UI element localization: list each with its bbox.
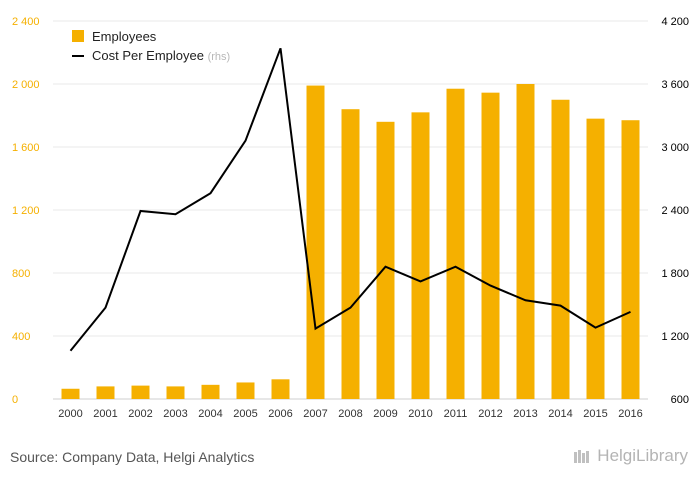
employees-bar <box>201 384 220 399</box>
x-tick-label: 2010 <box>408 408 432 420</box>
right-axis-labels: 600 1 200 1 800 2 400 3 000 3 600 4 200 <box>661 16 689 406</box>
left-tick-label: 1 200 <box>12 205 40 217</box>
employees-bar <box>96 386 115 399</box>
left-tick-label: 2 000 <box>12 79 40 91</box>
x-tick-label: 2013 <box>513 408 537 420</box>
cost-per-employee-line <box>69 47 631 352</box>
left-tick-label: 0 <box>12 394 18 406</box>
x-tick-label: 2012 <box>478 408 502 420</box>
x-tick-label: 2001 <box>93 408 117 420</box>
right-tick-label: 2 400 <box>661 205 689 217</box>
employees-bar <box>376 121 395 400</box>
x-tick-label: 2008 <box>338 408 362 420</box>
left-axis-labels: 0 400 800 1 200 1 600 2 000 2 400 <box>12 16 40 406</box>
x-tick-label: 2005 <box>233 408 257 420</box>
legend: Employees Cost Per Employee (rhs) <box>72 29 230 63</box>
employees-bars <box>61 84 640 400</box>
employees-bar <box>236 382 255 399</box>
legend-rhs-note: (rhs) <box>208 51 231 63</box>
source-note: Source: Company Data, Helgi Analytics <box>10 449 255 465</box>
employees-bar <box>551 99 570 399</box>
left-tick-label: 1 600 <box>12 142 40 154</box>
x-tick-label: 2006 <box>268 408 292 420</box>
right-tick-label: 1 800 <box>661 268 689 280</box>
x-tick-label: 2014 <box>548 408 572 420</box>
employees-bar <box>271 379 290 399</box>
employees-bar <box>61 388 80 399</box>
x-tick-label: 2015 <box>583 408 607 420</box>
x-tick-label: 2004 <box>198 408 222 420</box>
employees-bar <box>306 85 325 399</box>
left-tick-label: 400 <box>12 331 30 343</box>
employees-bar <box>586 118 605 400</box>
employees-bar <box>621 120 640 399</box>
x-tick-label: 2016 <box>618 408 642 420</box>
right-tick-label: 1 200 <box>661 331 689 343</box>
employees-bar <box>131 385 150 399</box>
legend-swatch-employees <box>72 30 84 42</box>
employees-bar <box>411 112 430 399</box>
left-tick-label: 800 <box>12 268 30 280</box>
x-tick-label: 2009 <box>373 408 397 420</box>
x-tick-label: 2002 <box>128 408 152 420</box>
employees-bar <box>481 92 500 399</box>
x-axis-labels: 2000 2001 2002 2003 2004 2005 2006 2007 2008 2009… <box>58 408 642 420</box>
x-tick-label: 2000 <box>58 408 82 420</box>
left-tick-label: 2 400 <box>12 16 40 28</box>
x-tick-label: 2007 <box>303 408 327 420</box>
right-tick-label: 3 600 <box>661 79 689 91</box>
legend-label-employees: Employees <box>92 29 157 44</box>
right-tick-label: 600 <box>671 394 689 406</box>
brand-name: HelgiLibrary <box>597 446 688 465</box>
employees-bar <box>341 109 360 399</box>
right-tick-label: 3 000 <box>661 142 689 154</box>
employees-bar <box>446 88 465 399</box>
brand-logo: HelgiLibrary <box>573 446 688 466</box>
chart: 0 400 800 1 200 1 600 2 000 2 400 600 1 200 1 80… <box>12 16 689 420</box>
x-tick-label: 2011 <box>444 408 468 420</box>
legend-label-cost: Cost Per Employee (rhs) <box>92 48 230 63</box>
library-icon <box>574 450 590 463</box>
employees-bar <box>166 386 185 399</box>
right-tick-label: 4 200 <box>661 16 689 28</box>
employees-bar <box>516 84 535 399</box>
x-tick-label: 2003 <box>163 408 187 420</box>
